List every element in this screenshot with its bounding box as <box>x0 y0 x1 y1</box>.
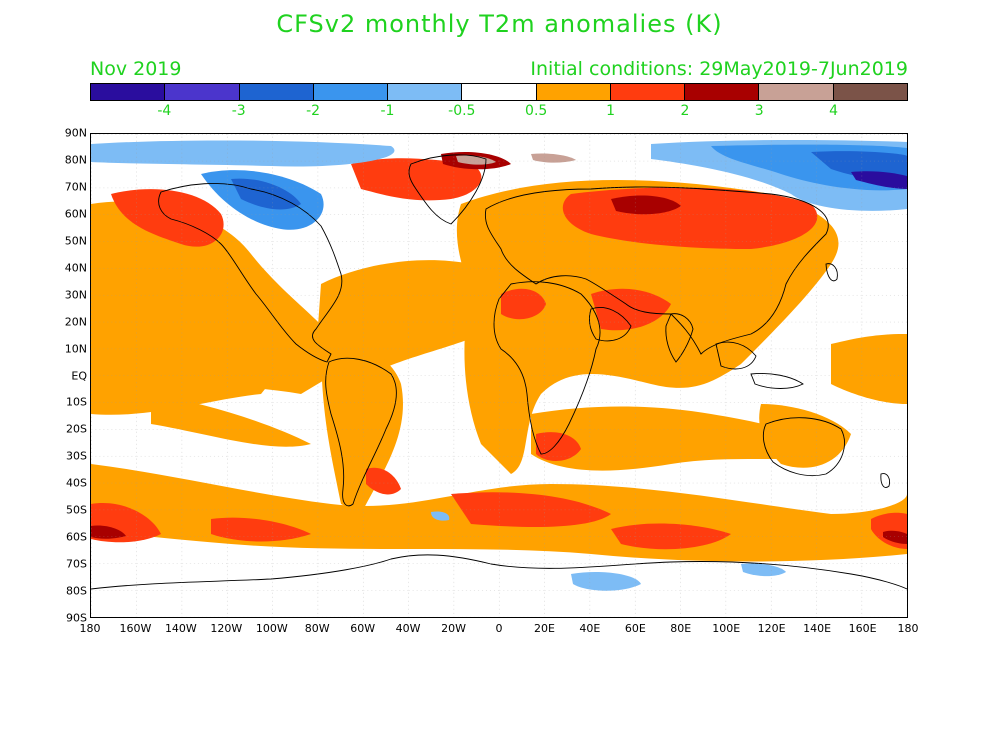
colorbar-segment <box>685 84 760 100</box>
latitude-label: 90S <box>66 611 87 625</box>
colorbar-tick-label: 1 <box>606 103 615 119</box>
longitude-label: 20E <box>533 622 555 635</box>
latitude-label: 50N <box>64 234 87 248</box>
chart-title: CFSv2 monthly T2m anomalies (K) <box>276 10 723 38</box>
longitude-label: 160W <box>119 622 152 635</box>
colorbar-tick-label: 3 <box>754 103 764 119</box>
initial-conditions: Initial conditions: 29May2019-7Jun2019 <box>530 58 908 80</box>
longitude-label: 120W <box>210 622 243 635</box>
world-map <box>90 133 908 618</box>
latitude-label: 80S <box>66 584 87 598</box>
latitude-label: EQ <box>71 369 87 382</box>
colorbar-tick-label: -4 <box>157 103 172 119</box>
latitude-label: 30S <box>66 449 87 463</box>
forecast-month: Nov 2019 <box>90 58 182 80</box>
latitude-label: 10S <box>66 395 87 409</box>
longitude-label: 100E <box>712 622 741 635</box>
lat-lon-grid <box>91 134 907 617</box>
colorbar-segment <box>462 84 537 100</box>
latitude-label: 50S <box>66 503 87 517</box>
latitude-label: 40S <box>66 476 87 490</box>
longitude-label: 140E <box>803 622 832 635</box>
latitude-label: 90N <box>64 126 87 140</box>
latitude-label: 40N <box>64 261 87 275</box>
colorbar-segment <box>91 84 166 100</box>
longitude-label: 80E <box>670 622 692 635</box>
colorbar-segment <box>610 84 686 100</box>
longitude-label: 60E <box>624 622 646 635</box>
longitude-label: 160E <box>848 622 877 635</box>
longitude-label: 40E <box>579 622 601 635</box>
colorbar-tick-label: -2 <box>306 103 321 119</box>
latitude-label: 70N <box>64 180 87 194</box>
colorbar-tick-label: -1 <box>380 103 395 119</box>
colorbar-tick-label: 0.5 <box>525 103 548 119</box>
longitude-label: 80W <box>304 622 330 635</box>
longitude-label: 40W <box>395 622 421 635</box>
colorbar-segment <box>165 84 240 100</box>
latitude-label: 60S <box>66 530 87 544</box>
latitude-label: 60N <box>64 207 87 221</box>
latitude-label: 30N <box>64 288 87 302</box>
colorbar-segment <box>536 84 611 100</box>
longitude-label: 120E <box>757 622 786 635</box>
colorbar-tick-label: 4 <box>829 103 839 119</box>
colorbar-segment <box>833 84 907 100</box>
longitude-label: 140W <box>164 622 197 635</box>
longitude-label: 100W <box>255 622 288 635</box>
latitude-label: 80N <box>64 153 87 167</box>
longitude-label: 0 <box>495 622 503 635</box>
latitude-label: 20N <box>64 315 87 329</box>
latitude-label: 70S <box>66 557 87 571</box>
colorbar-segment <box>388 84 463 100</box>
colorbar-segment <box>759 84 834 100</box>
latitude-label: 10N <box>64 342 87 356</box>
longitude-label: 180 <box>79 622 101 635</box>
latitude-label: 20S <box>66 422 87 436</box>
colorbar-tick-label: -3 <box>231 103 246 119</box>
colorbar-segment <box>313 84 389 100</box>
colorbar-tick-label: -0.5 <box>448 103 476 119</box>
colorbar-labels: -4 -3 -2 -1 -0.5 0.5 1 2 3 4 <box>90 103 908 121</box>
longitude-label: 60W <box>350 622 376 635</box>
longitude-label: 20W <box>441 622 466 635</box>
colorbar-segment <box>239 84 314 100</box>
longitude-label: 180 <box>897 622 919 635</box>
colorbar-tick-label: 2 <box>680 103 690 119</box>
colorbar <box>90 83 908 101</box>
